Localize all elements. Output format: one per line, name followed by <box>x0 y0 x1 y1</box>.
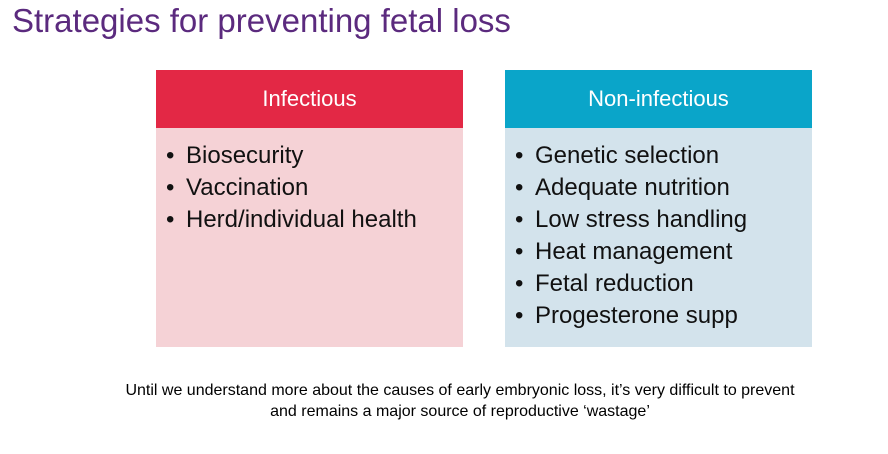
column-box: Non-infectious Genetic selectionAdequate… <box>505 70 812 347</box>
bullet-list: BiosecurityVaccinationHerd/individual he… <box>156 128 463 236</box>
footnote-line: and remains a major source of reproducti… <box>270 403 650 420</box>
column-title: Infectious <box>156 70 463 128</box>
column-title: Non-infectious <box>505 70 812 128</box>
bullet-item: Adequate nutrition <box>515 172 812 204</box>
bullet-item: Herd/individual health <box>166 204 463 236</box>
column-box: Infectious BiosecurityVaccinationHerd/in… <box>156 70 463 347</box>
bullet-item: Biosecurity <box>166 140 463 172</box>
footnote: Until we understand more about the cause… <box>40 380 880 422</box>
bullet-item: Low stress handling <box>515 204 812 236</box>
bullet-item: Progesterone supp <box>515 300 812 332</box>
bullet-list: Genetic selectionAdequate nutritionLow s… <box>505 128 812 332</box>
title: Strategies for preventing fetal loss <box>12 2 511 39</box>
bullet-item: Heat management <box>515 236 812 268</box>
bullet-item: Genetic selection <box>515 140 812 172</box>
bullet-item: Vaccination <box>166 172 463 204</box>
bullet-item: Fetal reduction <box>515 268 812 300</box>
footnote-line: Until we understand more about the cause… <box>125 382 795 399</box>
